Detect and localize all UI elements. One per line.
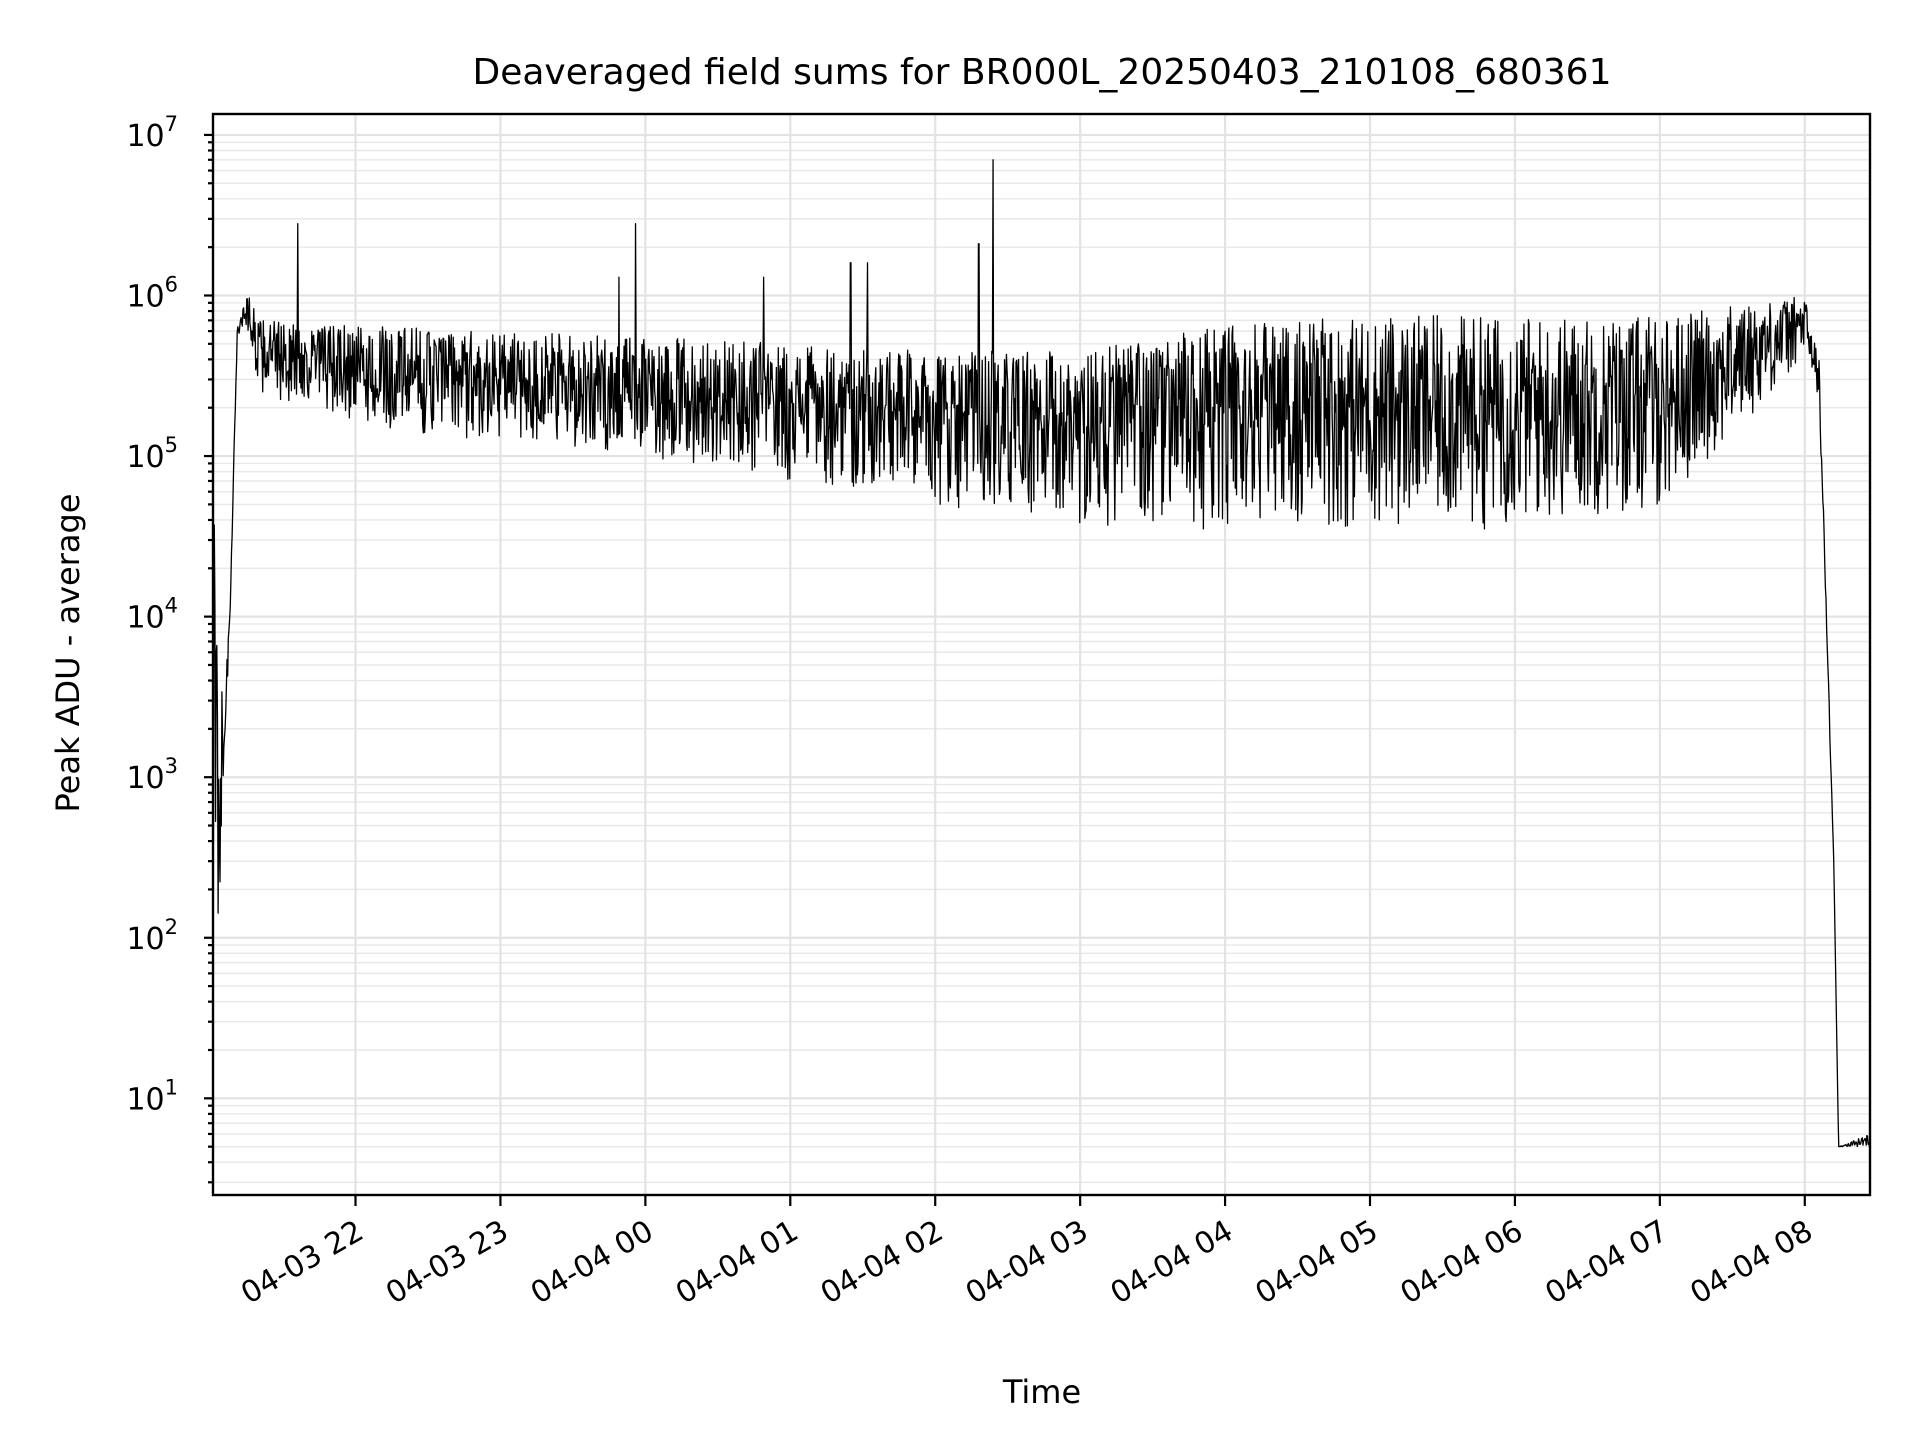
series-layer: [212, 159, 1871, 1148]
y-tick-label: 101: [126, 1075, 178, 1117]
y-tick-label: 105: [126, 433, 178, 475]
series-line: [212, 159, 1871, 1148]
plot-frame: [211, 112, 1872, 1197]
y-axis-label: Peak ADU - average: [49, 494, 87, 813]
y-tick-label: 103: [126, 754, 178, 796]
y-tick-label: 107: [126, 112, 178, 154]
y-tick-label: 106: [126, 272, 178, 314]
y-tick-label: 102: [126, 915, 178, 957]
axis-ticks: [204, 133, 1806, 1206]
y-tick-labels: 101 102 103 104 105 106 107: [126, 112, 178, 1117]
x-axis-label: Time: [1002, 1373, 1081, 1411]
y-tick-label: 104: [126, 594, 178, 636]
chart-title: Deaveraged field sums for BR000L_2025040…: [472, 52, 1611, 93]
